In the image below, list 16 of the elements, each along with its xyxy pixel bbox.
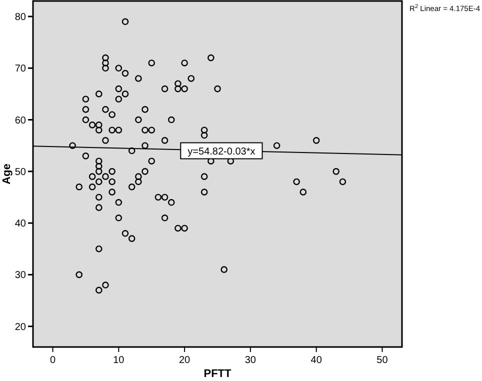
x-tick-label: 50 xyxy=(376,355,388,366)
y-tick-label: 20 xyxy=(14,322,26,333)
x-axis-title: PFTT xyxy=(204,368,232,380)
x-tick-label: 0 xyxy=(50,355,56,366)
y-tick-label: 30 xyxy=(14,270,26,282)
y-tick-label: 60 xyxy=(14,115,26,126)
annotation: y=54.82-0.03*x xyxy=(188,146,256,158)
y-tick-label: 80 xyxy=(14,12,26,23)
x-tick-label: 20 xyxy=(178,355,191,366)
y-tick-label: 70 xyxy=(14,64,26,75)
y-axis-title: Age xyxy=(1,164,13,184)
x-tick-label: 30 xyxy=(244,355,256,366)
y-tick-label: 40 xyxy=(14,218,26,230)
x-tick-label: 40 xyxy=(310,355,322,366)
y-tick-label: 50 xyxy=(14,166,26,178)
x-tick-label: 10 xyxy=(113,355,125,366)
